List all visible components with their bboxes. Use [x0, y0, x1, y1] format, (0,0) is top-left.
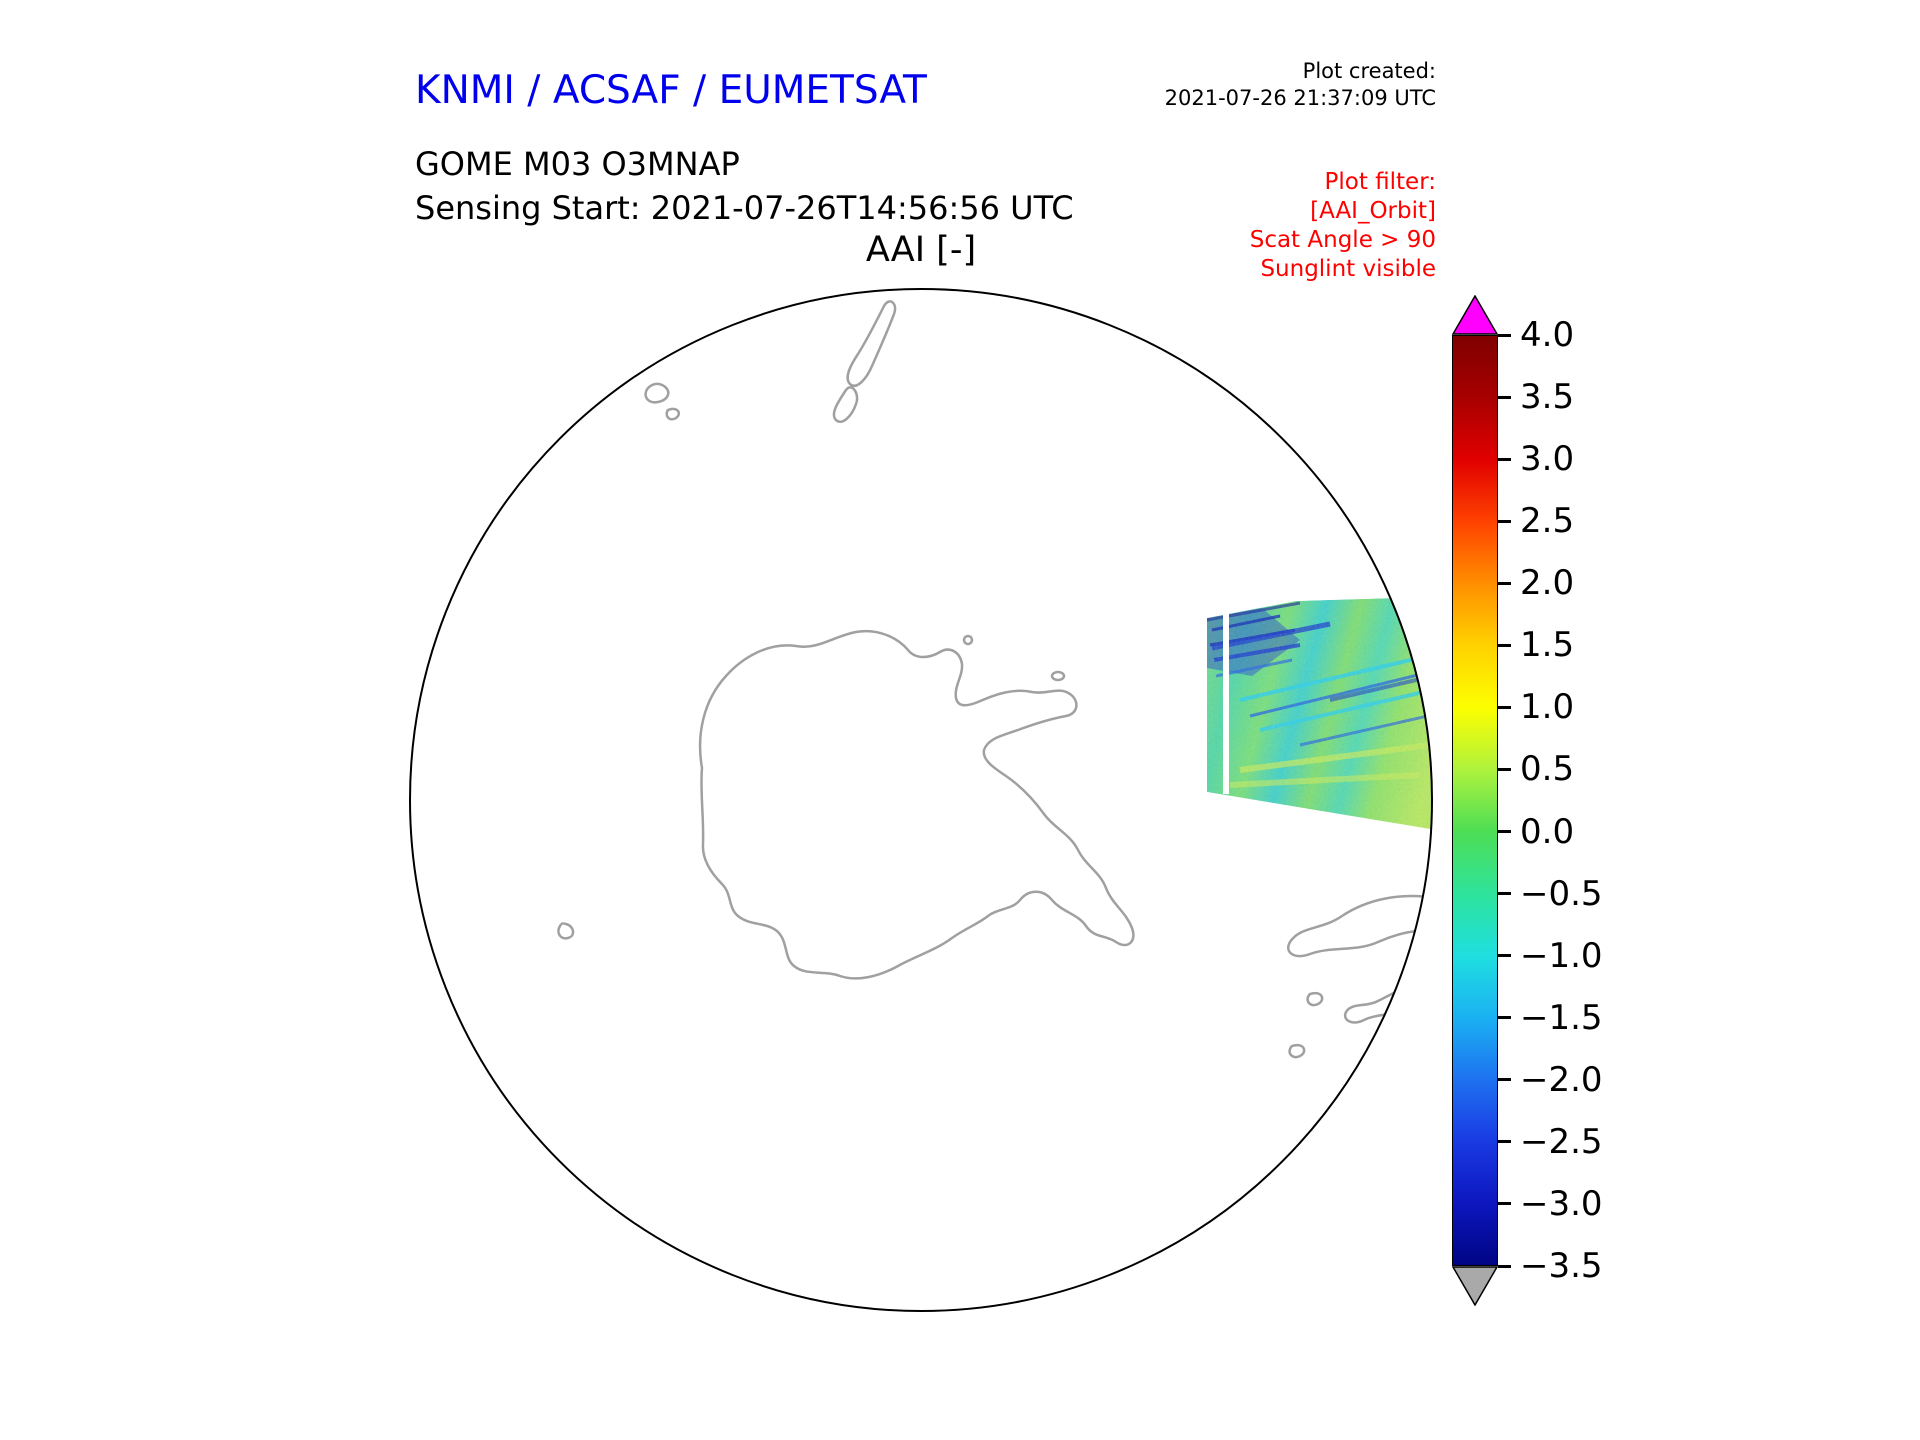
plot-created-label: Plot created: [1302, 59, 1436, 83]
colorbar-over-arrow [1452, 295, 1498, 335]
tick-mark [1498, 892, 1511, 896]
new-zealand-north [832, 386, 859, 423]
swath-noise [1207, 596, 1432, 834]
tick-label: 4.0 [1520, 315, 1575, 355]
product-info: GOME M03 O3MNAP Sensing Start: 2021-07-2… [415, 142, 1074, 230]
colorbar-ticks: 4.0 3.5 3.0 2.5 2.0 1.5 1.0 0.5 0.0 −0.5 −1.0 −1.5 −… [1498, 315, 1638, 1286]
tick-label: −3.0 [1520, 1183, 1603, 1224]
aai-data-swath [1207, 596, 1432, 834]
colorbar-tick: −3.5 [1498, 1246, 1603, 1286]
small-island [962, 634, 974, 646]
tick-mark [1498, 954, 1511, 958]
plot-filter-line-2: Scat Angle > 90 [1249, 227, 1436, 253]
tick-mark [1498, 519, 1511, 523]
colorbar-tick: 1.0 [1498, 687, 1574, 727]
colorbar-tick: 0.5 [1498, 749, 1574, 789]
tick-mark [1498, 830, 1511, 834]
tick-mark [1498, 581, 1511, 585]
tick-mark [1498, 643, 1511, 647]
tick-label: −1.5 [1520, 997, 1603, 1038]
colorbar-tick: −2.0 [1498, 1060, 1603, 1100]
plot-filter-title: Plot filter: [1324, 169, 1436, 195]
tick-label: 2.5 [1520, 501, 1575, 542]
tick-label: −3.5 [1520, 1246, 1603, 1286]
colorbar-tick: 3.5 [1498, 377, 1574, 417]
tick-label: 0.0 [1520, 811, 1575, 852]
colorbar-tick: −2.5 [1498, 1122, 1603, 1162]
map-boundary-circle [409, 288, 1433, 1312]
tick-label: −2.0 [1520, 1059, 1603, 1100]
tick-label: 1.5 [1520, 625, 1575, 666]
lower-left-island [557, 922, 575, 940]
tick-label: 3.0 [1520, 439, 1575, 480]
colorbar-tick: 2.5 [1498, 501, 1574, 541]
tick-mark [1498, 1078, 1511, 1082]
tick-mark [1498, 457, 1511, 461]
tick-label: −1.0 [1520, 935, 1603, 976]
colorbar-tick: 3.0 [1498, 439, 1574, 479]
tick-mark [1498, 1202, 1511, 1206]
tick-label: 3.5 [1520, 377, 1575, 418]
colorbar-tick: −1.5 [1498, 998, 1603, 1038]
tick-mark [1498, 767, 1511, 771]
upper-left-island-2 [665, 407, 680, 421]
south-america-coast [1287, 894, 1432, 958]
colorbar-tick: 0.0 [1498, 812, 1574, 852]
colorbar-tick: −0.5 [1498, 874, 1603, 914]
tick-mark [1498, 1016, 1511, 1020]
tick-mark [1498, 1264, 1511, 1268]
upper-left-island-1 [644, 382, 670, 404]
tick-mark [1498, 705, 1511, 709]
new-zealand-south [846, 300, 897, 387]
colorbar-under-arrow [1452, 1266, 1498, 1306]
sensing-start: Sensing Start: 2021-07-26T14:56:56 UTC [415, 189, 1074, 227]
colorbar-tick: 2.0 [1498, 563, 1574, 603]
tick-label: 1.0 [1520, 687, 1575, 728]
right-island-2 [1288, 1043, 1306, 1059]
right-island-1 [1306, 991, 1324, 1007]
tick-label: 2.0 [1520, 563, 1575, 604]
product-name: GOME M03 O3MNAP [415, 145, 740, 183]
colorbar-gradient [1452, 335, 1498, 1266]
plot-filter-line-1: [AAI_Orbit] [1310, 198, 1436, 224]
plot-created-value: 2021-07-26 21:37:09 UTC [1164, 86, 1436, 110]
tick-mark [1498, 395, 1511, 399]
antarctica-coastline [698, 629, 1135, 980]
colorbar-tick: 1.5 [1498, 625, 1574, 665]
plot-created: Plot created: 2021-07-26 21:37:09 UTC [1165, 58, 1436, 112]
peninsula-island [1050, 670, 1066, 682]
tick-mark [1498, 1140, 1511, 1144]
colorbar-tick: −1.0 [1498, 936, 1603, 976]
tick-label: −0.5 [1520, 873, 1603, 914]
map-title: AAI [-] [865, 230, 977, 270]
colorbar-tick: −3.0 [1498, 1184, 1603, 1224]
tick-label: −2.5 [1520, 1121, 1603, 1162]
plot-filter-line-3: Sunglint visible [1260, 256, 1436, 282]
tick-label: 0.5 [1520, 749, 1575, 790]
org-title: KNMI / ACSAF / EUMETSAT [415, 68, 927, 113]
colorbar-tick: 4.0 [1498, 315, 1574, 355]
plot-filter: Plot filter: [AAI_Orbit] Scat Angle > 90… [1250, 168, 1436, 284]
tick-mark [1498, 333, 1511, 337]
